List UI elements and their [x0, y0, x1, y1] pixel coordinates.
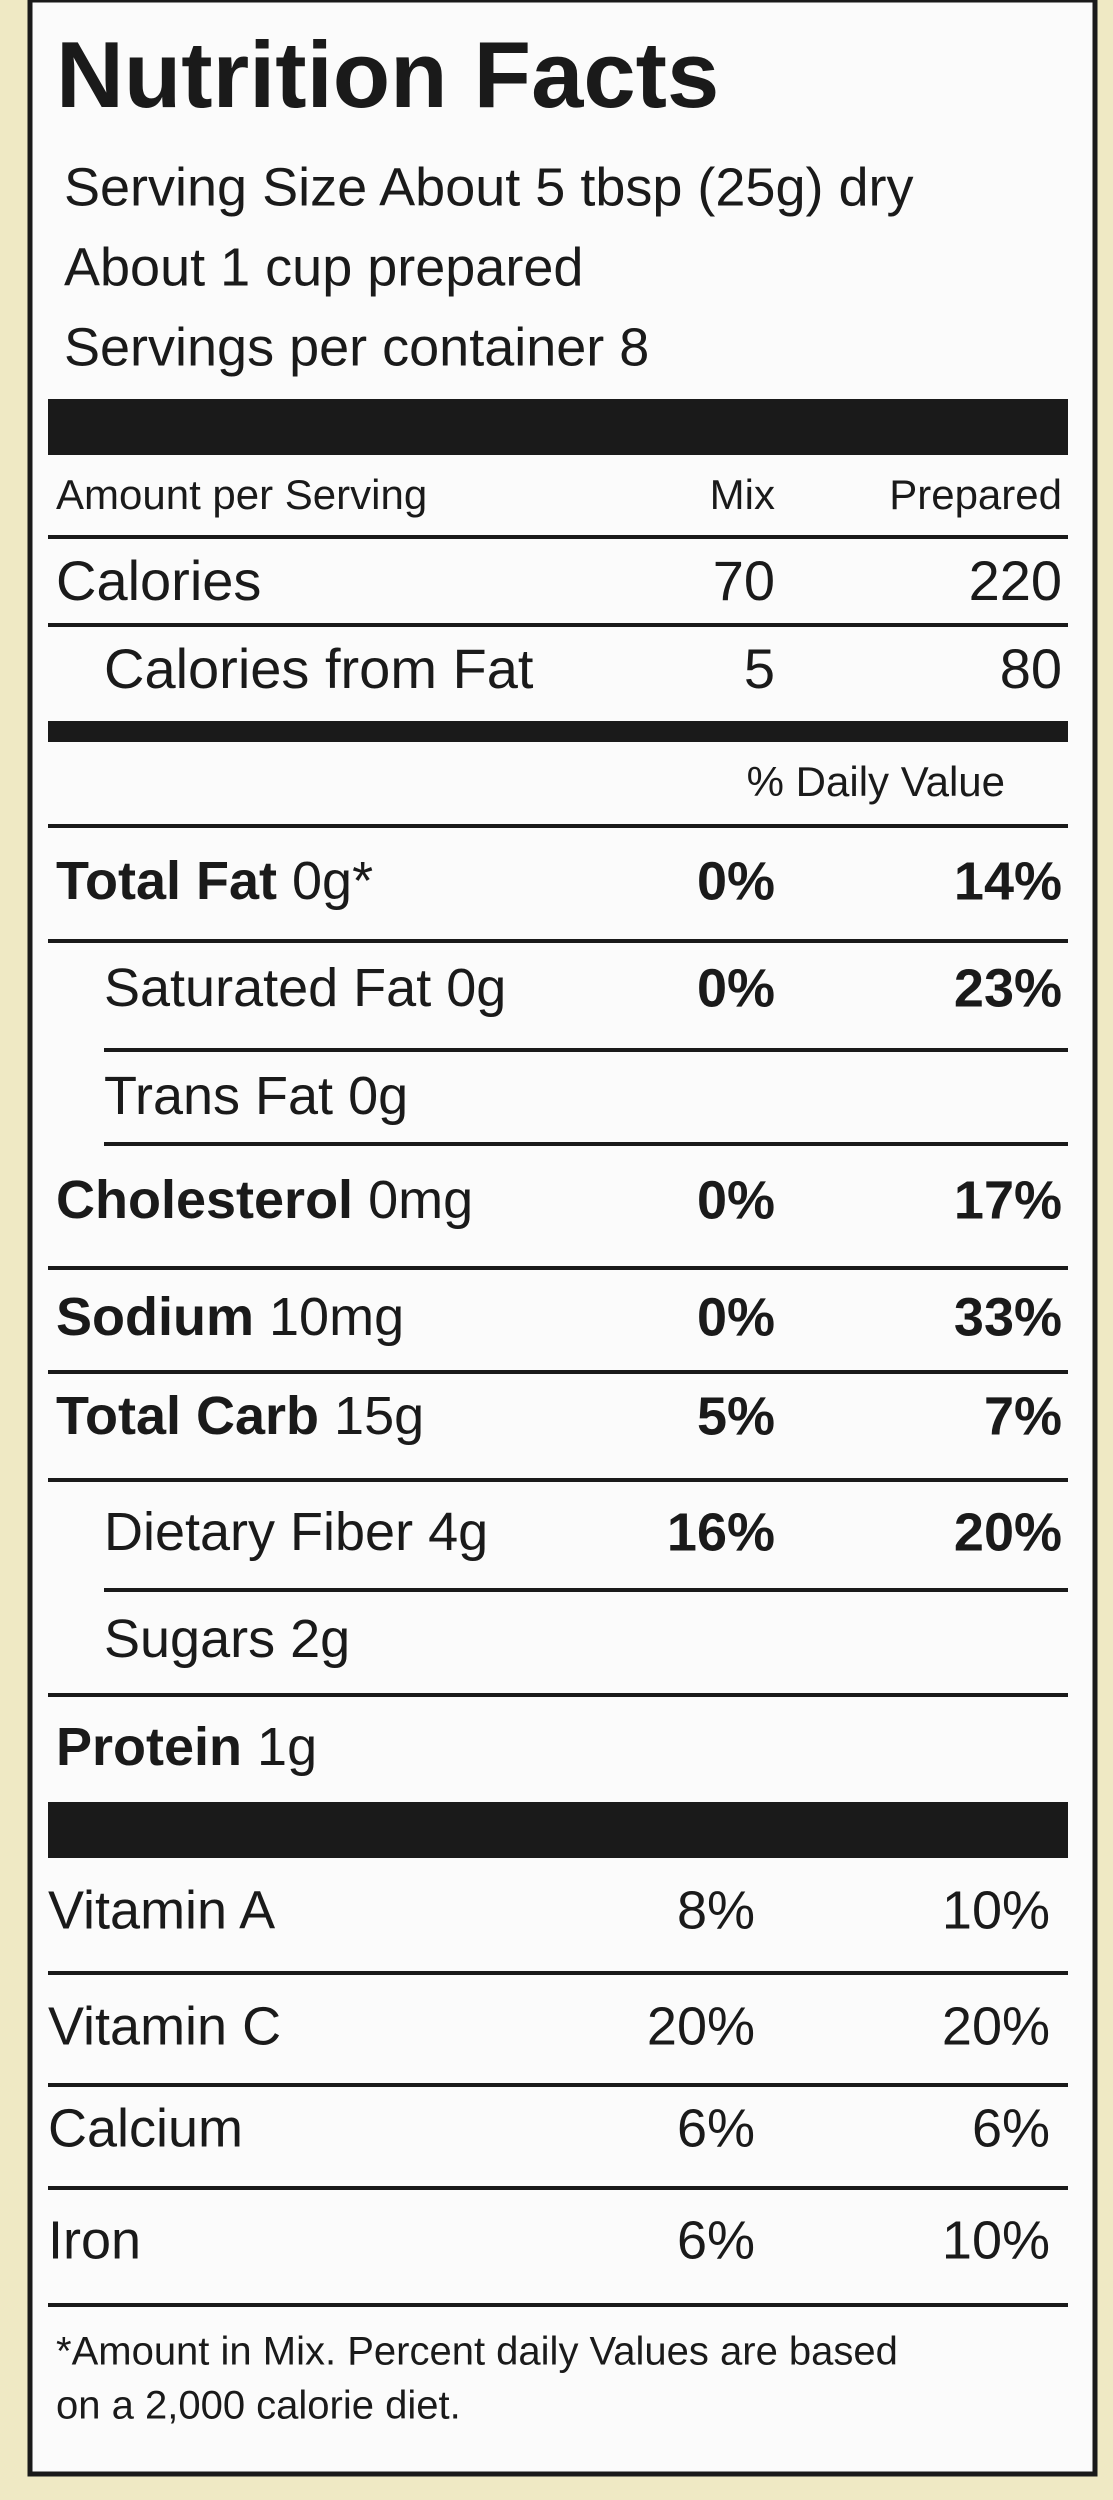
nutrient-name: Protein: [56, 1717, 242, 1777]
calorie-prepared: 220: [969, 549, 1062, 612]
nutrient-name: Dietary Fiber: [104, 1502, 413, 1562]
nutrient-amount: 4g: [428, 1502, 488, 1562]
nutrient-prepared: 23%: [954, 958, 1062, 1018]
nutrient-label: Trans Fat 0g: [104, 1066, 408, 1126]
nutrient-prepared: 7%: [984, 1386, 1062, 1446]
calorie-label: Calories from Fat: [104, 637, 534, 700]
nutrient-name: Trans Fat: [104, 1066, 333, 1126]
nutrient-label: Saturated Fat 0g: [104, 958, 506, 1018]
nutrient-prepared: 33%: [954, 1287, 1062, 1347]
rule: [48, 535, 1068, 539]
nutrient-amount: 15g: [334, 1386, 424, 1446]
nutrient-prepared: 14%: [954, 851, 1062, 911]
thick-rule: [48, 399, 1068, 455]
column-header: Mix: [710, 471, 775, 518]
nutrient-label: Dietary Fiber 4g: [104, 1502, 488, 1562]
vitamin-name: Vitamin C: [48, 1996, 281, 2056]
title: Nutrition Facts: [56, 22, 719, 127]
nutrient-prepared: 17%: [954, 1170, 1062, 1230]
nutrient-name: Sodium: [56, 1287, 254, 1347]
nutrient-mix: 0%: [697, 1287, 775, 1347]
rule: [104, 1588, 1068, 1592]
nutrient-label: Cholesterol 0mg: [56, 1170, 473, 1230]
rule: [48, 2186, 1068, 2190]
nutrient-label: Sodium 10mg: [56, 1287, 404, 1347]
vitamin-mix: 20%: [647, 1996, 755, 2056]
thick-rule: [48, 721, 1068, 742]
vitamin-mix: 8%: [677, 1880, 755, 1940]
vitamin-mix: 6%: [677, 2210, 755, 2270]
serving-line: Serving Size About 5 tbsp (25g) dry: [64, 157, 913, 217]
nutrient-mix: 16%: [667, 1502, 775, 1562]
nutrient-name: Cholesterol: [56, 1170, 353, 1230]
nutrient-amount: 0g: [348, 1066, 408, 1126]
nutrient-mix: 0%: [697, 851, 775, 911]
thick-rule: [48, 1802, 1068, 1858]
nutrient-amount: 0mg: [368, 1170, 473, 1230]
nutrient-amount: 2g: [290, 1609, 350, 1669]
nutrient-label: Protein 1g: [56, 1717, 317, 1777]
rule: [104, 1048, 1068, 1052]
nutrient-label: Total Fat 0g*: [56, 851, 373, 911]
nutrient-mix: 0%: [697, 1170, 775, 1230]
rule: [48, 2303, 1068, 2307]
vitamin-name: Vitamin A: [48, 1880, 275, 1940]
rule: [104, 1142, 1068, 1146]
nutrient-label: Sugars 2g: [104, 1609, 350, 1669]
nutrient-amount: 0g*: [292, 851, 373, 911]
nutrient-name: Total Fat: [56, 851, 277, 911]
vitamin-prepared: 6%: [972, 2098, 1050, 2158]
vitamin-mix: 6%: [677, 2098, 755, 2158]
vitamin-prepared: 10%: [942, 1880, 1050, 1940]
rule: [48, 1266, 1068, 1270]
nutrient-amount: 10mg: [269, 1287, 404, 1347]
nutrient-amount: 0g: [446, 958, 506, 1018]
calorie-label: Calories: [56, 549, 261, 612]
nutrient-name: Total Carb: [56, 1386, 319, 1446]
rule: [48, 2083, 1068, 2087]
rule: [48, 824, 1068, 828]
column-header: Prepared: [889, 471, 1062, 518]
column-header: Amount per Serving: [56, 471, 427, 518]
rule: [48, 1971, 1068, 1975]
daily-value-header: % Daily Value: [747, 758, 1005, 805]
vitamin-prepared: 20%: [942, 1996, 1050, 2056]
nutrient-amount: 1g: [257, 1717, 317, 1777]
rule: [48, 1370, 1068, 1374]
vitamin-name: Iron: [48, 2210, 141, 2270]
calorie-mix: 5: [744, 637, 775, 700]
rule: [48, 939, 1068, 943]
rule: [48, 1478, 1068, 1482]
vitamin-prepared: 10%: [942, 2210, 1050, 2270]
serving-line: Servings per container 8: [64, 317, 649, 377]
serving-line: About 1 cup prepared: [64, 237, 583, 297]
rule: [48, 623, 1068, 627]
nutrient-name: Saturated Fat: [104, 958, 431, 1018]
rule: [48, 1693, 1068, 1697]
calorie-prepared: 80: [1000, 637, 1062, 700]
calorie-mix: 70: [713, 549, 775, 612]
footnote: on a 2,000 calorie diet.: [56, 2384, 461, 2428]
nutrient-mix: 0%: [697, 958, 775, 1018]
nutrient-mix: 5%: [697, 1386, 775, 1446]
nutrient-label: Total Carb 15g: [56, 1386, 424, 1446]
vitamin-name: Calcium: [48, 2098, 243, 2158]
footnote: *Amount in Mix. Percent daily Values are…: [56, 2330, 898, 2374]
nutrient-name: Sugars: [104, 1609, 275, 1669]
nutrient-prepared: 20%: [954, 1502, 1062, 1562]
